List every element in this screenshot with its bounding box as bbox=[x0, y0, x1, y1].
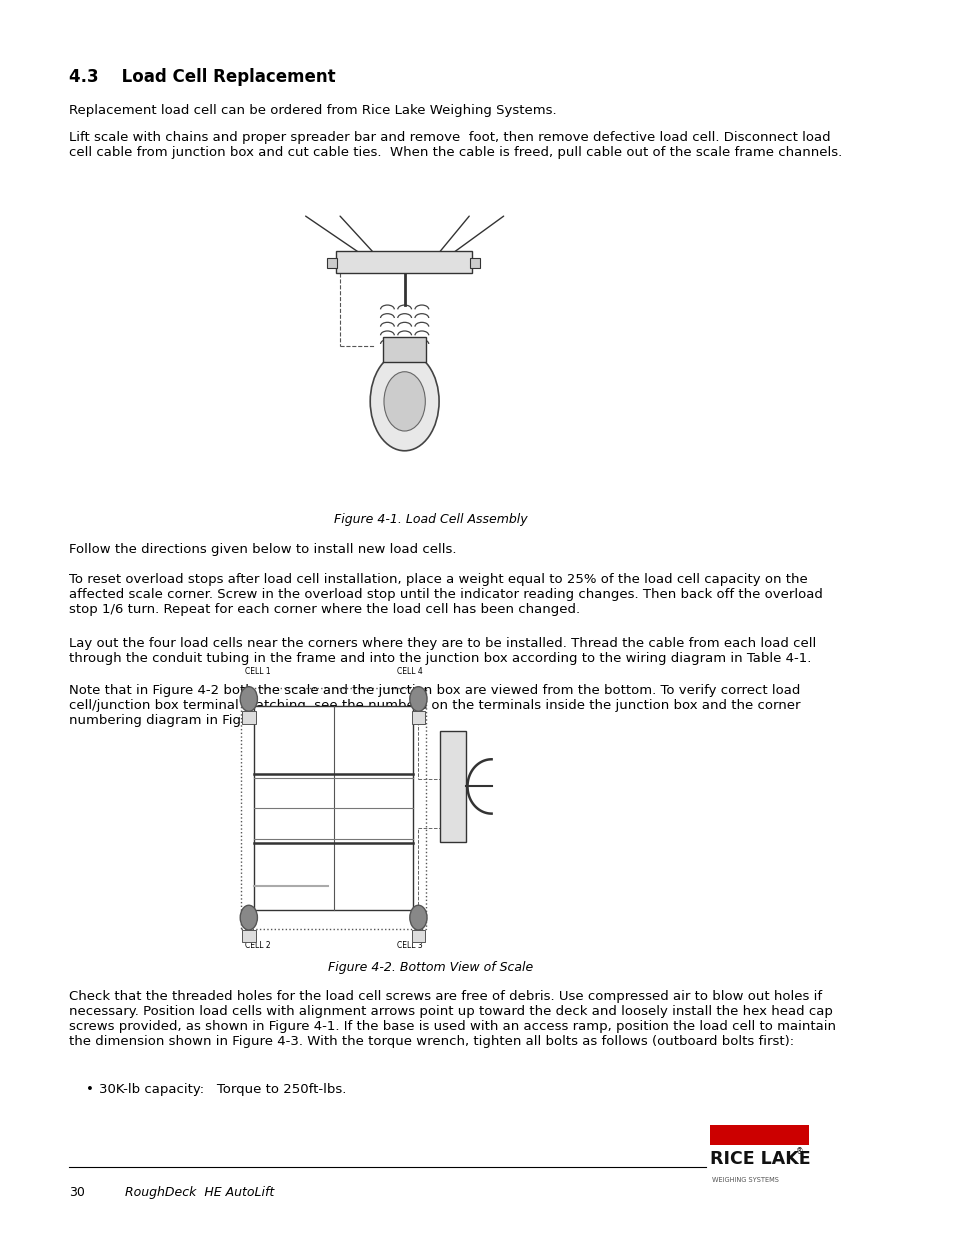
Text: 2: 2 bbox=[444, 827, 448, 832]
Bar bbox=[327, 258, 337, 268]
Bar bbox=[439, 731, 465, 842]
Text: Follow the directions given below to install new load cells.: Follow the directions given below to ins… bbox=[69, 543, 456, 557]
Text: 1: 1 bbox=[444, 741, 448, 746]
Bar bbox=[383, 337, 426, 362]
Text: ®: ® bbox=[796, 1147, 803, 1156]
Text: 4: 4 bbox=[457, 741, 461, 746]
Text: Lay out the four load cells near the corners where they are to be installed. Thr: Lay out the four load cells near the cor… bbox=[69, 637, 815, 666]
Text: Figure 4-1. Load Cell Assembly: Figure 4-1. Load Cell Assembly bbox=[334, 513, 527, 526]
Text: RICE LAKE: RICE LAKE bbox=[710, 1150, 810, 1168]
Text: To reset overload stops after load cell installation, place a weight equal to 25: To reset overload stops after load cell … bbox=[69, 573, 821, 616]
Text: Figure 4-2. Bottom View of Scale: Figure 4-2. Bottom View of Scale bbox=[328, 961, 533, 974]
Bar bbox=[470, 258, 480, 268]
Text: CELL 2: CELL 2 bbox=[244, 941, 270, 950]
Circle shape bbox=[410, 905, 427, 930]
Text: CELL 4: CELL 4 bbox=[396, 667, 422, 676]
Bar bbox=[411, 930, 425, 942]
Text: CELL 3: CELL 3 bbox=[396, 941, 422, 950]
Text: 4.3    Load Cell Replacement: 4.3 Load Cell Replacement bbox=[69, 68, 335, 86]
Text: •: • bbox=[86, 1083, 94, 1097]
Bar bbox=[411, 711, 425, 724]
Text: 3: 3 bbox=[457, 827, 461, 832]
Circle shape bbox=[410, 687, 427, 711]
Text: WEIGHING SYSTEMS: WEIGHING SYSTEMS bbox=[711, 1177, 778, 1183]
Text: Replacement load cell can be ordered from Rice Lake Weighing Systems.: Replacement load cell can be ordered fro… bbox=[69, 104, 556, 117]
Bar bbox=[241, 688, 426, 929]
Circle shape bbox=[383, 372, 425, 431]
Text: 30: 30 bbox=[69, 1186, 85, 1199]
Circle shape bbox=[370, 352, 438, 451]
Circle shape bbox=[240, 905, 257, 930]
Bar bbox=[253, 706, 413, 910]
Circle shape bbox=[240, 687, 257, 711]
Text: Check that the threaded holes for the load cell screws are free of debris. Use c: Check that the threaded holes for the lo… bbox=[69, 990, 835, 1049]
Text: 30K-lb capacity:   Torque to 250ft-lbs.: 30K-lb capacity: Torque to 250ft-lbs. bbox=[99, 1083, 346, 1097]
Bar bbox=[242, 930, 255, 942]
Text: RoughDeck  HE AutoLift: RoughDeck HE AutoLift bbox=[125, 1186, 274, 1199]
Text: Lift scale with chains and proper spreader bar and remove  foot, then remove def: Lift scale with chains and proper spread… bbox=[69, 131, 841, 159]
Text: Note that in Figure 4-2 both the scale and the junction box are viewed from the : Note that in Figure 4-2 both the scale a… bbox=[69, 684, 800, 727]
Bar bbox=[335, 251, 472, 273]
Bar bbox=[242, 711, 255, 724]
Text: CELL 1: CELL 1 bbox=[244, 667, 270, 676]
Bar bbox=[710, 1125, 808, 1145]
